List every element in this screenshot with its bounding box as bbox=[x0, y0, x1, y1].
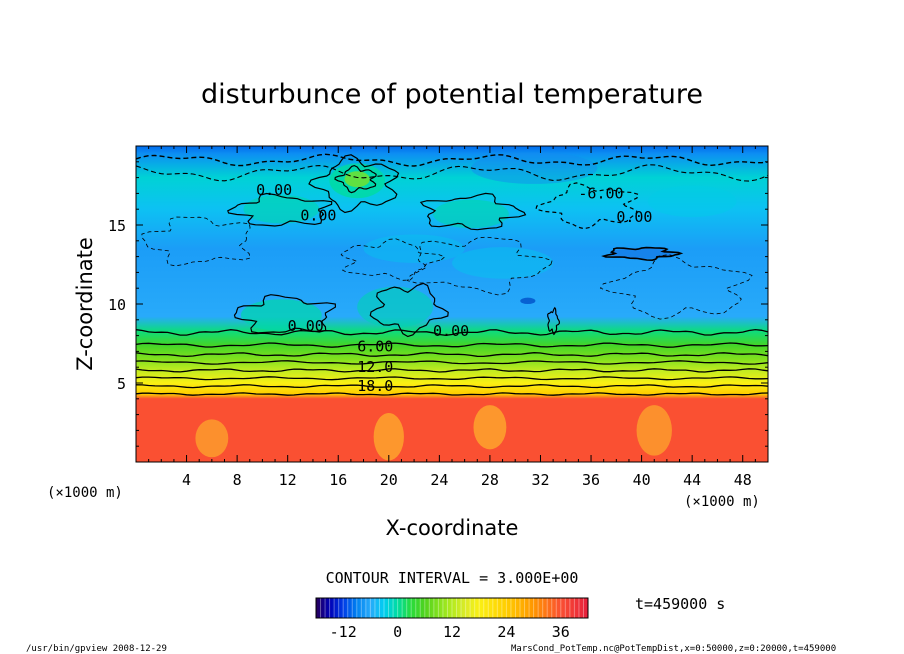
x-tick-label: 16 bbox=[329, 471, 347, 489]
contour-line bbox=[136, 153, 768, 167]
field-patch bbox=[243, 194, 320, 224]
contour-loop bbox=[334, 164, 377, 194]
contour-line bbox=[136, 360, 768, 365]
x-unit-right: (×1000 m) bbox=[684, 494, 760, 510]
x-tick-label: 20 bbox=[380, 471, 398, 489]
contour-loop bbox=[406, 236, 553, 296]
field-patch bbox=[433, 199, 509, 229]
field-patch bbox=[344, 171, 370, 188]
x-tick-label: 24 bbox=[430, 471, 448, 489]
contour-loop bbox=[227, 192, 333, 227]
contour-loop bbox=[599, 254, 753, 320]
contour-loop bbox=[601, 246, 684, 262]
footer-right: MarsCond_PotTemp.nc@PotTempDist,x=0:5000… bbox=[511, 644, 836, 654]
contour-loop bbox=[340, 238, 446, 281]
x-unit-left: (×1000 m) bbox=[47, 485, 123, 501]
x-tick-label: 4 bbox=[182, 471, 191, 489]
plot-field bbox=[136, 146, 768, 462]
field-patch bbox=[195, 419, 229, 458]
contour-label: 18.0 bbox=[357, 377, 393, 395]
colorbar-ticks: -12 0 12 24 36 bbox=[330, 623, 570, 641]
contour-line bbox=[136, 164, 768, 182]
contour-line bbox=[136, 352, 768, 358]
contour-label: 0.00 bbox=[616, 208, 652, 226]
colorbar-tick-label: 36 bbox=[552, 623, 570, 641]
contour-label: 0.00 bbox=[433, 322, 469, 340]
x-tick-label: 44 bbox=[683, 471, 701, 489]
colorbar bbox=[316, 598, 588, 618]
field-patch bbox=[357, 286, 434, 328]
contour-loop bbox=[419, 192, 527, 231]
x-tick-label: 48 bbox=[734, 471, 752, 489]
contour-loop bbox=[547, 306, 561, 336]
contour-line bbox=[136, 342, 768, 348]
contour-loop bbox=[308, 154, 400, 214]
contour-label: 0.00 bbox=[256, 181, 292, 199]
contour-label: -6.00 bbox=[578, 184, 623, 202]
field-patch bbox=[452, 247, 554, 279]
x-tick-label: 36 bbox=[582, 471, 600, 489]
y-tick-label: 10 bbox=[108, 296, 126, 314]
colorbar-tick-label: 12 bbox=[443, 623, 461, 641]
colorbar-tick-label: -12 bbox=[330, 623, 357, 641]
contour-interval: CONTOUR INTERVAL = 3.000E+00 bbox=[326, 569, 579, 587]
y-axis-label: Z-coordinate bbox=[73, 237, 97, 371]
x-axis-ticks: 4 8 12 16 20 24 28 32 36 40 44 48 bbox=[148, 146, 756, 489]
contour-line bbox=[136, 392, 768, 396]
y-tick-label: 5 bbox=[117, 375, 126, 393]
field-patch bbox=[647, 185, 737, 218]
contour-line bbox=[136, 376, 768, 381]
field-patch bbox=[363, 234, 465, 263]
chart-title: disturbunce of potential temperature bbox=[201, 79, 703, 110]
contour-loop bbox=[535, 182, 639, 230]
colorbar-tick-label: 0 bbox=[393, 623, 402, 641]
x-tick-label: 32 bbox=[531, 471, 549, 489]
colorbar-frame bbox=[315, 597, 589, 619]
colorbar-stripes bbox=[320, 598, 584, 618]
contour-line bbox=[136, 368, 768, 373]
contour-line bbox=[136, 328, 768, 336]
contour-label: 0.00 bbox=[288, 317, 324, 335]
contour-loop bbox=[233, 294, 337, 334]
y-tick-label: 15 bbox=[108, 217, 126, 235]
y-axis-ticks: 5 10 15 bbox=[108, 161, 768, 447]
contour-label: 0.00 bbox=[300, 207, 336, 225]
x-tick-label: 12 bbox=[279, 471, 297, 489]
contour-line bbox=[136, 384, 768, 389]
field-patch bbox=[636, 405, 672, 456]
contour-loop bbox=[141, 216, 251, 267]
x-tick-label: 8 bbox=[233, 471, 242, 489]
field-patches bbox=[195, 152, 737, 461]
x-tick-label: 40 bbox=[633, 471, 651, 489]
field-patch bbox=[240, 299, 322, 331]
contour-label: 6.00 bbox=[357, 338, 393, 356]
footer-left: /usr/bin/gpview 2008-12-29 bbox=[26, 644, 167, 654]
contour-loop bbox=[369, 282, 449, 338]
field-patch bbox=[373, 413, 404, 461]
contour-labels: 0.00 0.00 -6.00 0.00 0.00 0.00 6.00 12.018.0 bbox=[256, 181, 652, 395]
x-tick-label: 28 bbox=[481, 471, 499, 489]
field-patch bbox=[470, 152, 598, 184]
field-patch bbox=[473, 405, 507, 450]
x-axis-label: X-coordinate bbox=[386, 516, 519, 540]
colorbar-tick-label: 24 bbox=[497, 623, 515, 641]
time-label: t=459000 s bbox=[635, 595, 725, 613]
contour-label: 12.0 bbox=[357, 358, 393, 376]
contour-lines bbox=[136, 153, 768, 396]
field-patch bbox=[520, 297, 536, 304]
